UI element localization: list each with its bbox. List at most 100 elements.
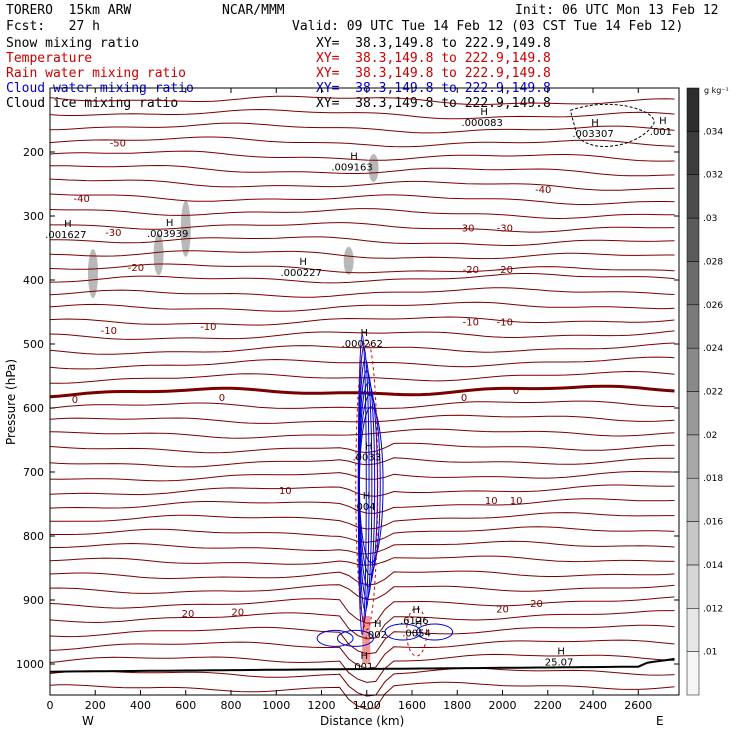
high-marker: H bbox=[166, 218, 174, 229]
isotherm-line bbox=[49, 498, 675, 514]
colorbar-swatch bbox=[686, 261, 700, 306]
high-marker: H bbox=[591, 118, 599, 129]
isotherm-line bbox=[49, 301, 675, 312]
high-marker: H bbox=[299, 257, 307, 268]
isotherm-line bbox=[50, 370, 675, 384]
cloud-water-contour bbox=[336, 629, 374, 647]
high-value-label: .003307 bbox=[572, 129, 613, 140]
high-marker: H bbox=[360, 651, 368, 662]
colorbar-swatch bbox=[686, 87, 700, 132]
isotherm-line bbox=[49, 442, 675, 454]
terrain-line bbox=[49, 657, 675, 673]
isotherm-line bbox=[49, 570, 675, 586]
label-layer: -50 -40 -40 -30 -30 -30 -20 -20 -20 -10 -10 -10 -10 0… bbox=[45, 107, 672, 673]
temperature-label: -20 bbox=[128, 263, 144, 274]
y-tick-label: 500 bbox=[23, 338, 44, 351]
colorbar-swatch bbox=[686, 347, 700, 392]
isotherm-line bbox=[49, 639, 675, 669]
ice-shading bbox=[368, 154, 379, 182]
x-tick-label: 800 bbox=[221, 699, 242, 712]
high-marker: H bbox=[374, 619, 382, 630]
ice-shading bbox=[343, 246, 354, 275]
field-rain-xy: XY= 38.3,149.8 to 222.9,149.8 bbox=[316, 66, 551, 81]
colorbar-tick-label: .02 bbox=[703, 431, 717, 441]
colorbar-swatch bbox=[686, 434, 700, 479]
y-axis-label: Pressure (hPa) bbox=[4, 359, 18, 445]
colorbar-swatch bbox=[686, 564, 700, 609]
temperature-label: 20 bbox=[496, 604, 509, 615]
isotherm-line bbox=[49, 250, 675, 260]
high-marker: H bbox=[557, 647, 565, 658]
isotherm-line bbox=[49, 316, 675, 326]
rain-fill bbox=[362, 616, 371, 664]
high-marker: H bbox=[413, 605, 421, 616]
temperature-label: 0 bbox=[461, 393, 467, 404]
temperature-label: -40 bbox=[74, 194, 90, 205]
shading-layer bbox=[87, 154, 379, 299]
valid-time: Valid: 09 UTC Tue 14 Feb 12 (03 CST Tue … bbox=[292, 19, 684, 34]
high-marker: H bbox=[64, 219, 72, 230]
temperature-label: 20 bbox=[231, 608, 244, 619]
high-value-label: .0033 bbox=[352, 452, 381, 463]
isotherm-line bbox=[49, 95, 675, 105]
forecast-hour: Fcst: 27 h bbox=[6, 19, 100, 34]
colorbar-tick-label: .034 bbox=[703, 127, 723, 137]
isotherm-line bbox=[50, 236, 675, 247]
isotherm-line bbox=[49, 208, 675, 220]
colorbar-tick-label: .018 bbox=[703, 474, 723, 484]
colorbar-swatch bbox=[686, 651, 700, 696]
cloud-water-contour bbox=[416, 623, 454, 641]
temperature-label: -30 bbox=[458, 224, 474, 235]
isotherm-line bbox=[49, 330, 675, 340]
colorbar-tick-label: .022 bbox=[703, 388, 723, 398]
cloud-contour-layer bbox=[316, 103, 655, 664]
temperature-label: -50 bbox=[110, 138, 126, 149]
isotherm-line bbox=[49, 178, 675, 191]
snow-contour bbox=[569, 103, 655, 147]
high-marker: H bbox=[360, 328, 368, 339]
cloud-water-contour bbox=[384, 623, 422, 641]
high-value-label: .004 bbox=[353, 502, 375, 513]
high-value-label: .001 bbox=[351, 662, 373, 673]
x-tick-label: 2000 bbox=[489, 699, 517, 712]
y-tick-label: 900 bbox=[23, 594, 44, 607]
colorbar-tick-label: .016 bbox=[703, 518, 723, 528]
colorbar: .01 .012 .014 .016 .018 .02 .022 .024 .026 .028 .0… bbox=[686, 87, 723, 696]
high-value-label: .0054 bbox=[402, 628, 431, 639]
colorbar-tick-label: .024 bbox=[703, 344, 723, 354]
high-value-label: .000083 bbox=[461, 118, 502, 129]
colorbar-swatch bbox=[686, 217, 700, 262]
high-marker: H bbox=[480, 107, 488, 118]
isotherm-line bbox=[49, 484, 675, 497]
model-title: TORERO 15km ARW bbox=[6, 3, 132, 18]
isotherm-layer bbox=[49, 95, 675, 710]
y-tick-label: 600 bbox=[23, 402, 44, 415]
colorbar-swatch bbox=[686, 131, 700, 175]
temperature-label: -30 bbox=[105, 228, 121, 239]
colorbar-swatch bbox=[686, 174, 700, 219]
field-temperature-xy: XY= 38.3,149.8 to 222.9,149.8 bbox=[316, 51, 551, 66]
org-label: NCAR/MMM bbox=[222, 3, 285, 18]
isotherm-line bbox=[49, 273, 675, 284]
isotherm-line bbox=[49, 596, 675, 624]
colorbar-swatch bbox=[686, 304, 700, 349]
ice-shading bbox=[153, 233, 164, 276]
field-rain: Rain water mixing ratio bbox=[6, 66, 187, 81]
high-value-label: 25.07 bbox=[545, 658, 574, 669]
y-tick-label: 200 bbox=[23, 146, 44, 159]
temperature-label: -10 bbox=[101, 326, 117, 337]
east-label: E bbox=[656, 714, 664, 728]
y-tick-label: 800 bbox=[23, 530, 44, 543]
cloud-water-contour bbox=[357, 346, 370, 624]
isotherm-line bbox=[49, 342, 675, 355]
colorbar-tick-label: .014 bbox=[703, 561, 723, 571]
colorbar-tick-label: .01 bbox=[703, 648, 717, 658]
isotherm-line bbox=[49, 470, 675, 482]
colorbar-unit: g kg⁻¹ bbox=[704, 86, 729, 95]
colorbar-tick-label: .03 bbox=[703, 214, 717, 224]
colorbar-swatch bbox=[686, 477, 700, 522]
field-snow: Snow mixing ratio bbox=[6, 36, 140, 51]
x-tick-label: 1200 bbox=[308, 699, 336, 712]
ice-shading bbox=[87, 249, 98, 299]
